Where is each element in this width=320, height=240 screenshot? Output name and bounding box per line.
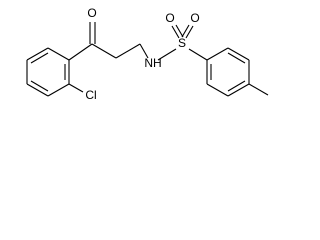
structure-diagram: O Cl NH S O O (26, 6, 269, 102)
atom-label: O (190, 11, 199, 25)
atom-label: Cl (85, 88, 96, 102)
atom-label: O (165, 11, 174, 25)
atom-label: NH (144, 56, 161, 70)
bonds (26, 22, 269, 97)
atom-label: S (178, 36, 186, 50)
atom-label: O (87, 6, 96, 20)
